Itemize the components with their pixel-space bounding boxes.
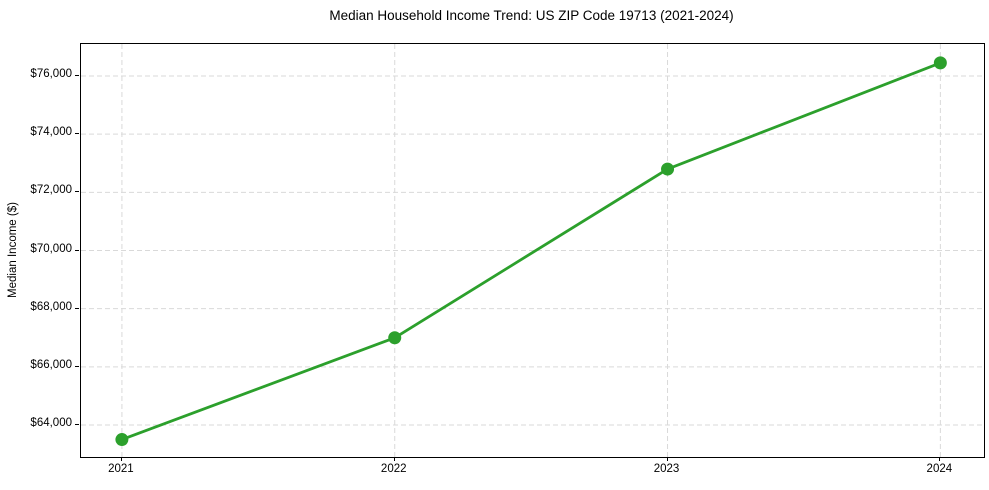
y-tick-mark (75, 249, 79, 251)
plot-area (80, 43, 985, 458)
y-tick-label: $68,000 (30, 300, 72, 313)
x-tick-label: 2022 (380, 463, 407, 475)
y-tick-mark (75, 307, 79, 309)
x-tick-mark (666, 457, 668, 461)
x-tick-label: 2021 (108, 463, 134, 475)
plot-canvas (81, 44, 984, 457)
chart-title: Median Household Income Trend: US ZIP Co… (329, 8, 734, 23)
x-tick-mark (120, 457, 122, 461)
y-tick-label: $76,000 (30, 67, 72, 80)
x-tick-mark (393, 457, 395, 461)
y-tick-mark (75, 191, 79, 193)
data-point-marker (661, 162, 675, 176)
y-tick-label: $70,000 (30, 242, 72, 255)
y-tick-label: $74,000 (30, 126, 72, 139)
data-point-marker (115, 433, 129, 447)
x-tick-label: 2023 (653, 463, 680, 475)
x-tick-label: 2024 (926, 463, 953, 475)
y-tick-label: $72,000 (30, 184, 72, 197)
y-tick-mark (75, 365, 79, 367)
y-tick-label: $66,000 (30, 358, 72, 371)
trend-line (120, 61, 942, 441)
x-tick-mark (939, 457, 941, 461)
y-tick-mark (75, 74, 79, 76)
y-tick-mark (75, 133, 79, 135)
data-point-marker (388, 331, 402, 345)
data-point-marker (933, 56, 947, 70)
y-tick-label: $64,000 (30, 417, 72, 429)
y-tick-mark (75, 424, 79, 425)
